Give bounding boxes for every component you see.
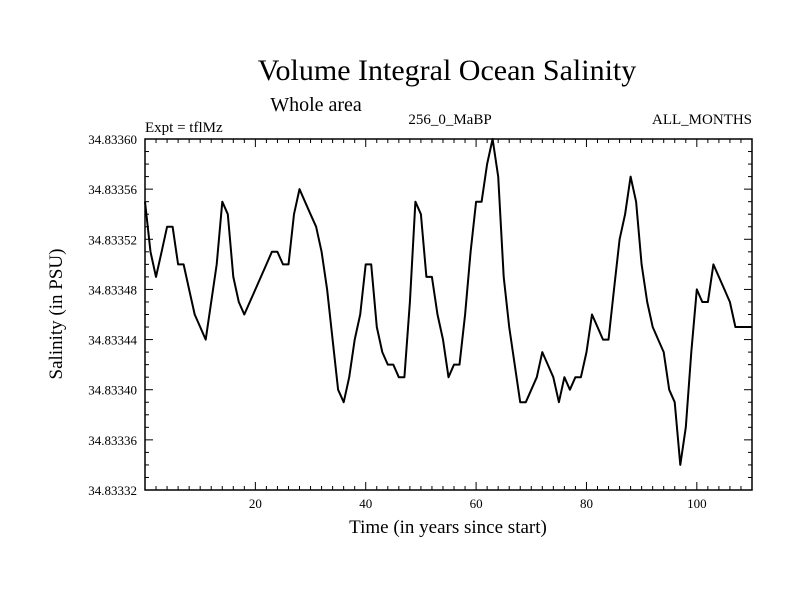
annotation-right: ALL_MONTHS — [652, 112, 752, 128]
x-axis-label: Time (in years since start) — [349, 517, 547, 538]
y-tick-label: 34.83360 — [88, 132, 137, 147]
chart-title: Volume Integral Ocean Salinity — [258, 54, 637, 87]
y-tick-label: 34.83352 — [88, 232, 137, 247]
y-tick-label: 34.83344 — [88, 333, 137, 348]
x-tick-label: 80 — [580, 496, 593, 511]
x-tick-label: 20 — [249, 496, 262, 511]
x-tick-label: 40 — [359, 496, 372, 511]
x-tick-label: 100 — [687, 496, 707, 511]
annotation-left: Expt = tflMz — [145, 120, 223, 136]
salinity-series-line — [144, 138, 752, 466]
y-tick-label: 34.83340 — [88, 383, 137, 398]
chart-subtitle: Whole area — [270, 94, 362, 116]
x-tick-label: 60 — [470, 496, 483, 511]
y-tick-label: 34.83336 — [88, 433, 137, 448]
x-axis: 20 40 60 80 100 — [155, 139, 742, 511]
y-tick-label: 34.83348 — [88, 282, 137, 297]
annotation-center: 256_0_MaBP — [408, 112, 491, 128]
y-axis: 34.83332 34.83336 34.83340 34.83344 34.83348… — [88, 132, 752, 498]
y-axis-label: Salinity (in PSU) — [46, 249, 67, 380]
y-tick-label: 34.83356 — [88, 182, 137, 197]
y-tick-label: 34.83332 — [88, 483, 137, 498]
plot-frame — [144, 138, 753, 491]
